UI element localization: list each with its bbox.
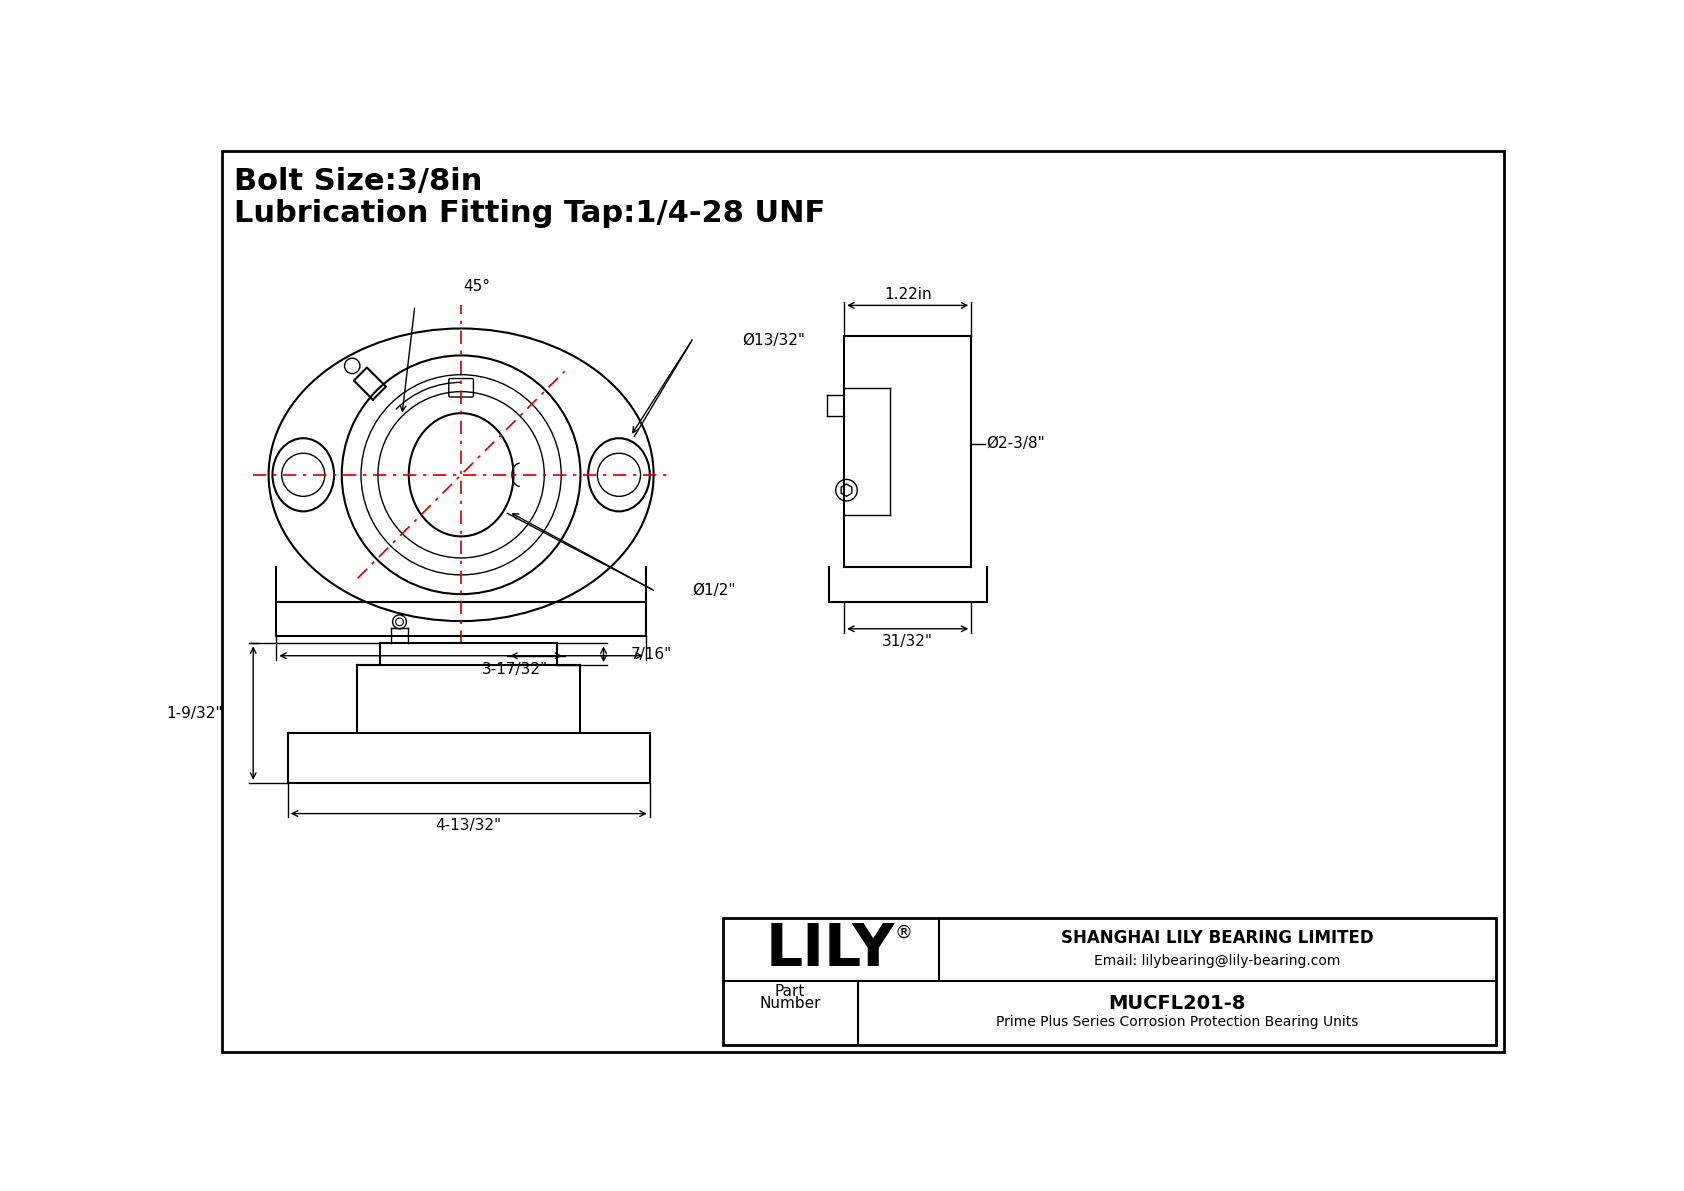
Text: Email: lilybearing@lily-bearing.com: Email: lilybearing@lily-bearing.com <box>1095 954 1340 968</box>
Text: Ø13/32": Ø13/32" <box>743 332 805 348</box>
Text: 31/32": 31/32" <box>882 634 933 649</box>
Text: LILY: LILY <box>766 921 896 978</box>
Text: Ø1/2": Ø1/2" <box>692 582 736 598</box>
Text: 4-13/32": 4-13/32" <box>436 818 502 834</box>
Bar <box>722 917 1495 1045</box>
Text: 1-9/32": 1-9/32" <box>167 705 222 721</box>
Text: Number: Number <box>759 996 820 1011</box>
Text: 7/16": 7/16" <box>630 647 672 662</box>
Text: 1.22in: 1.22in <box>884 287 931 303</box>
Text: 45°: 45° <box>463 279 490 294</box>
Text: ®: ® <box>894 923 913 941</box>
Text: 3-17/32": 3-17/32" <box>482 662 547 678</box>
Text: Part: Part <box>775 984 805 999</box>
Text: Ø2-3/8": Ø2-3/8" <box>987 436 1046 451</box>
Text: Lubrication Fitting Tap:1/4-28 UNF: Lubrication Fitting Tap:1/4-28 UNF <box>234 199 825 229</box>
Text: Bolt Size:3/8in: Bolt Size:3/8in <box>234 167 482 195</box>
Text: Prime Plus Series Corrosion Protection Bearing Units: Prime Plus Series Corrosion Protection B… <box>995 1015 1357 1029</box>
Text: SHANGHAI LILY BEARING LIMITED: SHANGHAI LILY BEARING LIMITED <box>1061 929 1374 947</box>
Text: MUCFL201-8: MUCFL201-8 <box>1108 994 1246 1014</box>
